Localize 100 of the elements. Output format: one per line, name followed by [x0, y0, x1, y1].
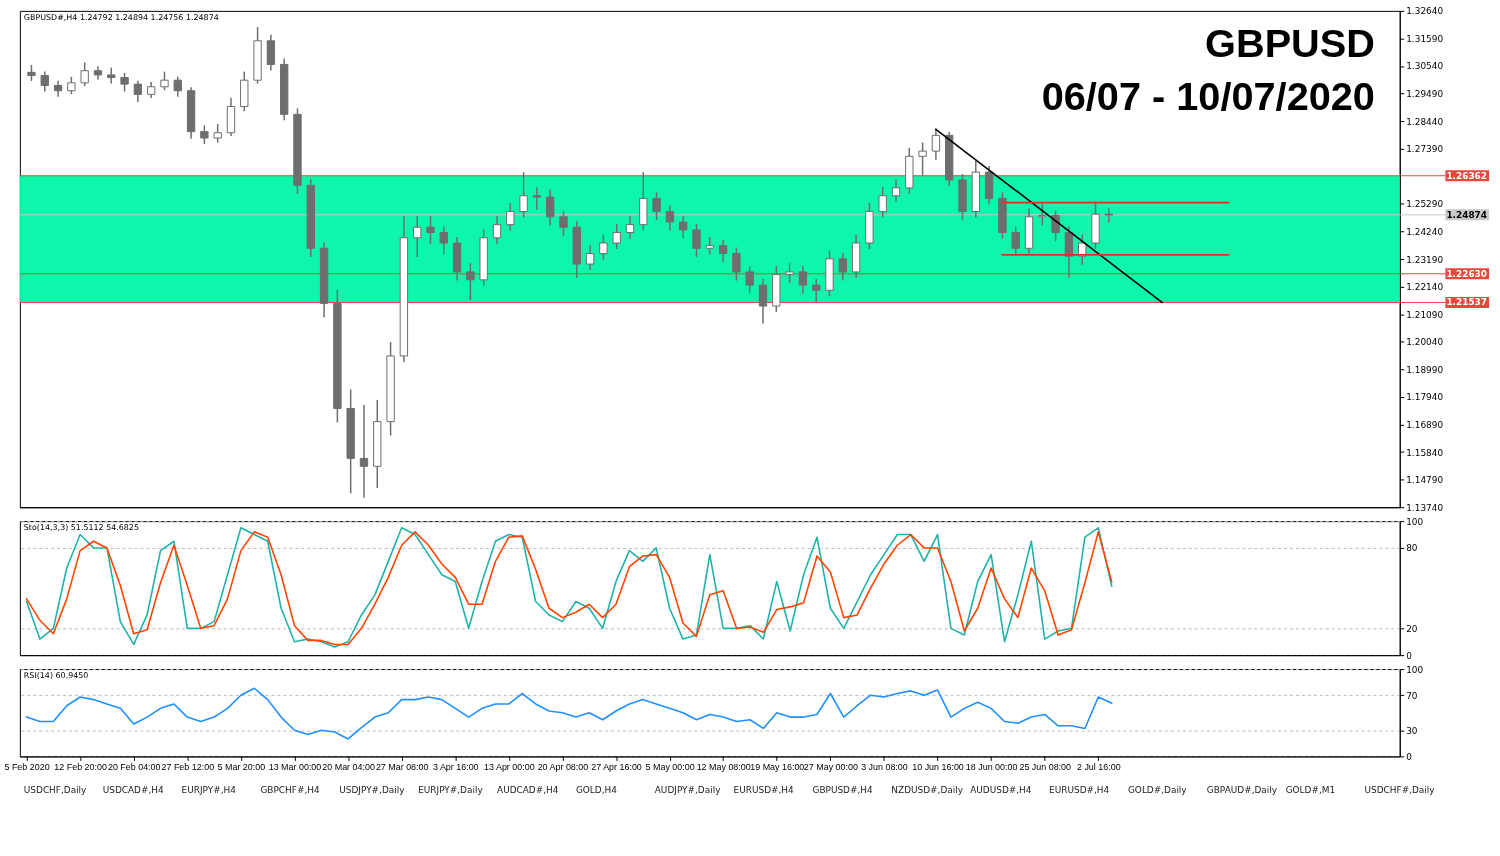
- text: EURJPY#,H4: [181, 785, 237, 796]
- y-tick-label: 1.20040: [1406, 337, 1444, 348]
- x-tick-label: 10 Jun 16:00: [912, 761, 964, 772]
- candlestick: [758, 279, 768, 324]
- candlestick: [732, 247, 741, 281]
- text: GOLD#,M1: [1285, 785, 1336, 796]
- candlestick: [559, 210, 568, 236]
- text: AUDUSD#,H4: [970, 785, 1032, 796]
- text: EURUSD#,H4: [1049, 785, 1110, 796]
- x-tick-label: 13 Mar 00:00: [268, 761, 322, 772]
- y-tick-label: 20: [1406, 623, 1418, 634]
- candlestick: [506, 202, 515, 231]
- candlestick: [798, 265, 808, 294]
- x-tick-label: 27 Apr 16:00: [591, 761, 642, 772]
- x-tick-label: 20 Apr 08:00: [537, 761, 589, 772]
- x-tick-label: 20 Mar 04:00: [322, 761, 375, 772]
- y-tick-label: 100: [1406, 516, 1424, 527]
- y-tick-label: 80: [1406, 543, 1418, 554]
- y-tick-label: 1.16890: [1406, 419, 1444, 430]
- candlestick: [1051, 210, 1060, 242]
- y-tick-label: 1.29490: [1406, 89, 1444, 100]
- x-tick-label: 12 May 08:00: [696, 761, 751, 772]
- candlestick: [1038, 201, 1047, 226]
- y-tick-label: 30: [1406, 725, 1418, 736]
- candlestick: [426, 216, 435, 244]
- line-series: [25, 687, 1113, 740]
- text: GBPCHF#,H4: [260, 785, 320, 796]
- y-tick-label: 1.23190: [1406, 254, 1444, 265]
- y-tick-label: 100: [1406, 664, 1424, 675]
- candlestick: [679, 216, 688, 239]
- candlestick: [745, 265, 754, 294]
- candlestick: [585, 244, 595, 271]
- y-tick-label: 1.32640: [1406, 6, 1444, 17]
- candlestick: [133, 80, 143, 102]
- y-tick-label: 1.14790: [1406, 475, 1444, 486]
- y-tick-label: 1.17940: [1406, 392, 1444, 403]
- x-tick-label: 2 Jul 16:00: [1076, 761, 1121, 772]
- annotation: Sto(14,3,3) 51.5112 54.6825: [23, 523, 139, 533]
- text: AUDCAD#,H4: [497, 785, 559, 796]
- y-tick-label: 1.22140: [1406, 282, 1444, 293]
- x-tick-label: 5 May 00:00: [645, 761, 695, 772]
- candlestick: [918, 142, 927, 176]
- candlestick: [785, 263, 794, 284]
- x-tick-label: 25 Jun 08:00: [1019, 761, 1072, 772]
- candlestick: [812, 279, 821, 302]
- text: NZDUSD#,Daily: [891, 785, 964, 796]
- text: USDCHF,Daily: [23, 785, 88, 796]
- y-tick-label: 1.13740: [1406, 502, 1444, 513]
- candlestick: [439, 226, 448, 255]
- x-tick-label: 13 Apr 00:00: [484, 761, 535, 772]
- candlestick: [612, 223, 621, 250]
- candlestick: [718, 239, 728, 263]
- candlestick: [891, 179, 901, 202]
- candlestick: [625, 216, 635, 239]
- candlestick: [692, 223, 701, 257]
- candlestick: [492, 216, 502, 244]
- candlestick: [705, 237, 714, 255]
- x-tick-label: 5 Feb 2020: [4, 761, 50, 772]
- candlestick: [266, 34, 276, 71]
- y-tick-label: 70: [1406, 690, 1418, 701]
- text: USDJPY#,Daily: [339, 785, 406, 796]
- candlestick: [80, 62, 89, 87]
- candlestick: [173, 76, 182, 97]
- candlestick: [532, 187, 542, 210]
- text: GOLD#,Daily: [1127, 785, 1188, 796]
- y-tick-label: 0: [1406, 650, 1413, 661]
- candlestick: [413, 216, 422, 257]
- x-tick-label: 20 Feb 04:00: [107, 761, 161, 772]
- candlestick: [1011, 226, 1020, 256]
- x-tick-label: 12 Feb 20:00: [54, 761, 107, 772]
- y-tick-label: 1.21090: [1406, 309, 1444, 320]
- y-tick-label: 0: [1406, 751, 1413, 762]
- candlestick: [359, 405, 369, 498]
- candlestick: [665, 205, 675, 231]
- ref-line-label: 1.21537: [1446, 297, 1488, 308]
- candlestick: [53, 80, 63, 97]
- y-tick-label: 1.25290: [1406, 199, 1444, 210]
- candlestick: [838, 252, 847, 281]
- x-tick-label: 27 Feb 12:00: [161, 761, 215, 772]
- text: GBPUSD#,H4: [812, 785, 873, 796]
- y-tick-label: 1.18990: [1406, 364, 1444, 375]
- y-tick-label: 1.27390: [1406, 144, 1444, 155]
- x-tick-label: 18 Jun 00:00: [965, 761, 1018, 772]
- text: EURJPY#,Daily: [418, 785, 484, 796]
- text: EURUSD#,H4: [733, 785, 795, 796]
- ref-line-label: 1.26362: [1446, 170, 1488, 181]
- text: AUDJPY#,Daily: [654, 785, 722, 796]
- text: USDCHF#,Daily: [1364, 785, 1436, 796]
- text: GBPAUD#,Daily: [1206, 785, 1278, 796]
- x-tick-label: 3 Jun 08:00: [861, 761, 908, 772]
- text: 06/07 - 10/07/2020: [1041, 74, 1375, 119]
- candlestick: [1104, 208, 1113, 223]
- candlestick: [466, 263, 475, 301]
- annotation: GBPUSD#,H4 1.24792 1.24894 1.24756 1.24874: [23, 12, 219, 22]
- candlestick: [599, 234, 608, 260]
- candlestick: [878, 187, 887, 218]
- chart-title: GBPUSD: [1205, 20, 1375, 65]
- candlestick: [546, 189, 555, 226]
- candlestick: [652, 192, 661, 221]
- x-tick-label: 5 Mar 20:00: [217, 761, 266, 772]
